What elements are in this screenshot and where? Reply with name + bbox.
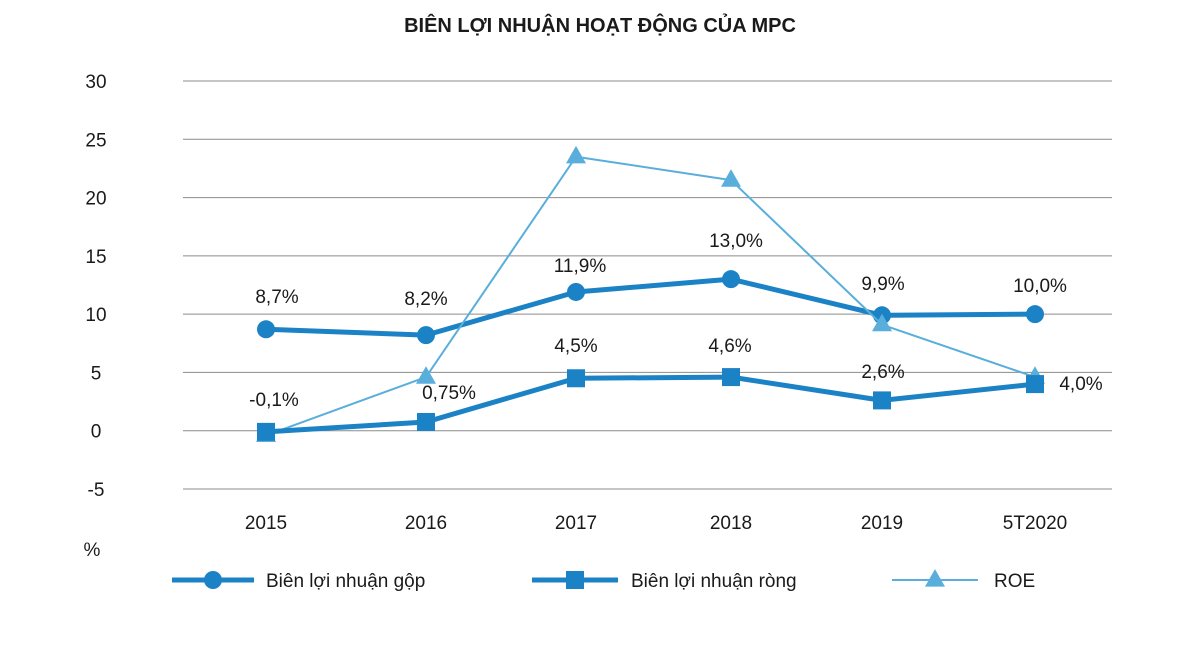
data-label-net: 4,6% [708,336,751,357]
legend: Biên lợi nhuận gộp Biên lợi nhuận ròng ROE [172,569,1035,592]
y-tick-label: 5 [91,363,102,384]
legend-label-roe: ROE [994,571,1035,592]
chart-title: BIÊN LỢI NHUẬN HOẠT ĐỘNG CỦA MPC [404,13,796,37]
data-label-net: -0,1% [249,390,299,411]
legend-marker-roe [925,569,945,587]
y-tick-label: 25 [85,130,106,151]
x-tick-label: 2017 [555,513,597,534]
x-tick-label: 2016 [405,513,447,534]
data-label-net: 4,5% [554,336,597,357]
grid-layer [183,80,1112,490]
legend-item-net: Biên lợi nhuận ròng [532,571,797,592]
data-label-net: 2,6% [861,362,904,383]
series-layer [256,145,1045,443]
y-tick-label: 10 [85,305,106,326]
legend-marker-net [566,571,584,589]
data-point-roe [721,169,741,187]
data-point-net [257,422,275,441]
x-axis-ticks: 2015 2016 2017 2018 2019 5T2020 [245,513,1067,534]
x-tick-label: 2019 [861,513,903,534]
series-line-gross [265,276,1036,338]
series-line-net [265,374,1036,435]
y-tick-label: 20 [85,189,106,210]
legend-label-gross: Biên lợi nhuận gộp [266,571,425,592]
data-point-net [1026,375,1044,394]
data-label-gross: 8,2% [404,289,447,310]
data-point-net [567,369,585,388]
x-tick-label: 2018 [710,513,752,534]
data-point-roe [416,366,436,384]
data-point-gross [1026,305,1044,324]
y-axis-ticks: 30 25 20 15 10 5 0 -5 [85,72,106,501]
data-label-layer: 8,7% 8,2% 11,9% 13,0% 9,9% 10,0% -0,1% 0,75% 4,5… [249,231,1103,411]
series-net [257,368,1044,441]
data-label-gross: 8,7% [255,287,298,308]
data-label-net: 4,0% [1059,374,1102,395]
series-line-roe [265,155,1036,437]
legend-label-net: Biên lợi nhuận ròng [631,571,797,592]
data-point-net [873,391,891,410]
y-tick-label: 30 [85,72,106,93]
data-point-net [417,412,435,431]
data-label-gross: 11,9% [554,256,607,277]
data-point-gross [257,320,275,339]
data-point-roe [566,145,586,164]
data-point-gross [417,326,435,345]
data-point-roe [872,313,892,332]
data-label-gross: 13,0% [709,231,763,252]
y-tick-label: -5 [88,480,105,501]
data-point-gross [722,270,740,289]
y-axis-unit-label: % [84,540,101,561]
data-label-net: 0,75% [422,383,476,404]
y-tick-label: 0 [91,422,102,443]
data-point-net [722,368,740,387]
x-tick-label: 5T2020 [1003,513,1067,534]
y-tick-label: 15 [85,247,106,268]
legend-marker-gross [204,571,222,589]
x-tick-label: 2015 [245,513,287,534]
legend-item-gross: Biên lợi nhuận gộp [172,571,425,592]
data-label-gross: 10,0% [1013,276,1067,297]
data-point-gross [567,282,585,301]
series-gross [257,270,1044,345]
legend-item-roe: ROE [892,569,1035,592]
data-label-gross: 9,9% [861,274,904,295]
